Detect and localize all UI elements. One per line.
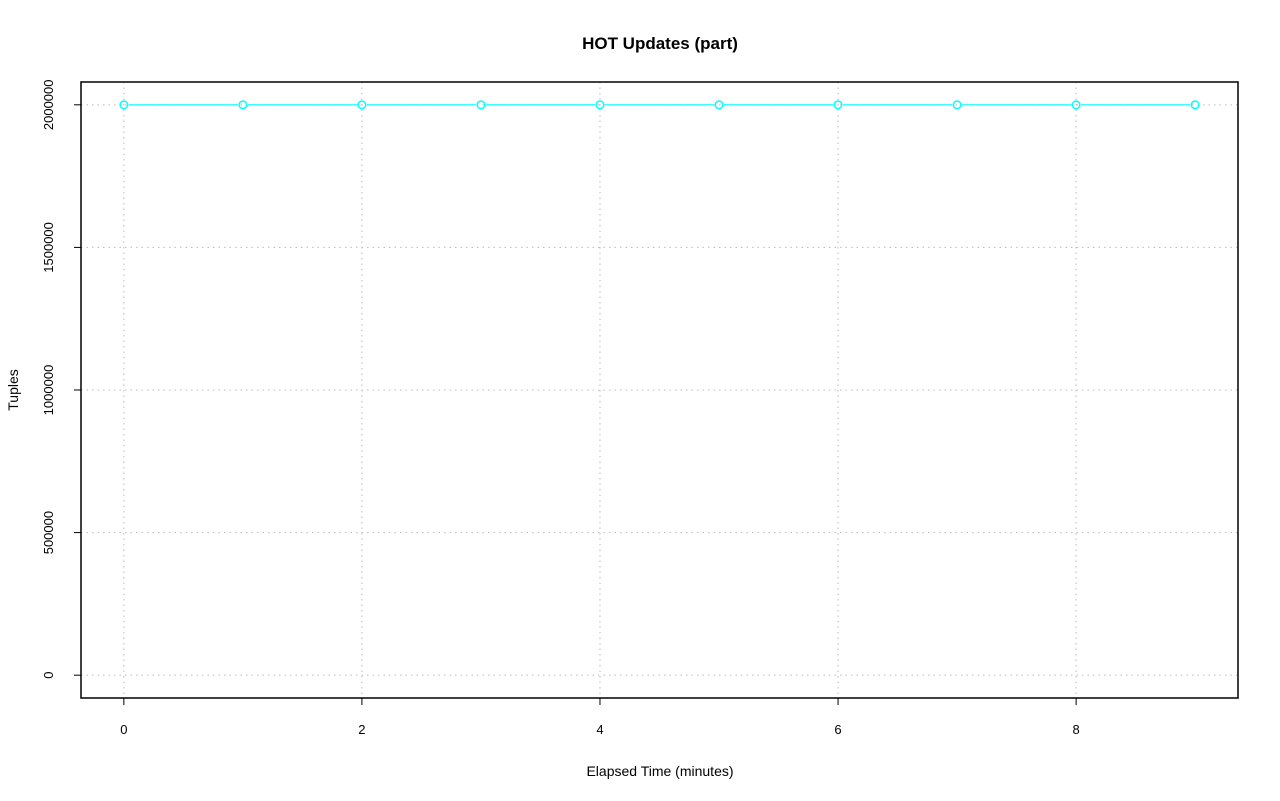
y-tick-label: 1500000: [41, 222, 56, 273]
data-point: [357, 100, 367, 110]
data-point: [119, 100, 129, 110]
y-tick-label: 0: [41, 672, 56, 679]
y-axis-label: Tuples: [5, 369, 21, 411]
x-tick-label: 8: [1072, 722, 1079, 737]
grid: [81, 82, 1238, 698]
data-point: [476, 100, 486, 110]
data-point: [595, 100, 605, 110]
data-point: [714, 100, 724, 110]
x-axis-label: Elapsed Time (minutes): [586, 763, 733, 779]
data-point: [238, 100, 248, 110]
data-point: [1190, 100, 1200, 110]
data-point: [1071, 100, 1081, 110]
data-point: [952, 100, 962, 110]
data-point: [833, 100, 843, 110]
series: [119, 100, 1200, 110]
x-tick-label: 2: [358, 722, 365, 737]
y-tick-label: 2000000: [41, 80, 56, 131]
y-tick-label: 1000000: [41, 365, 56, 416]
y-tick-label: 500000: [41, 511, 56, 554]
x-tick-label: 6: [834, 722, 841, 737]
x-tick-label: 4: [596, 722, 603, 737]
x-tick-label: 0: [120, 722, 127, 737]
axes: 0 500000 1000000 1500000 2000000 0 2 4 6 8: [41, 80, 1080, 737]
chart-title: HOT Updates (part): [582, 34, 738, 53]
